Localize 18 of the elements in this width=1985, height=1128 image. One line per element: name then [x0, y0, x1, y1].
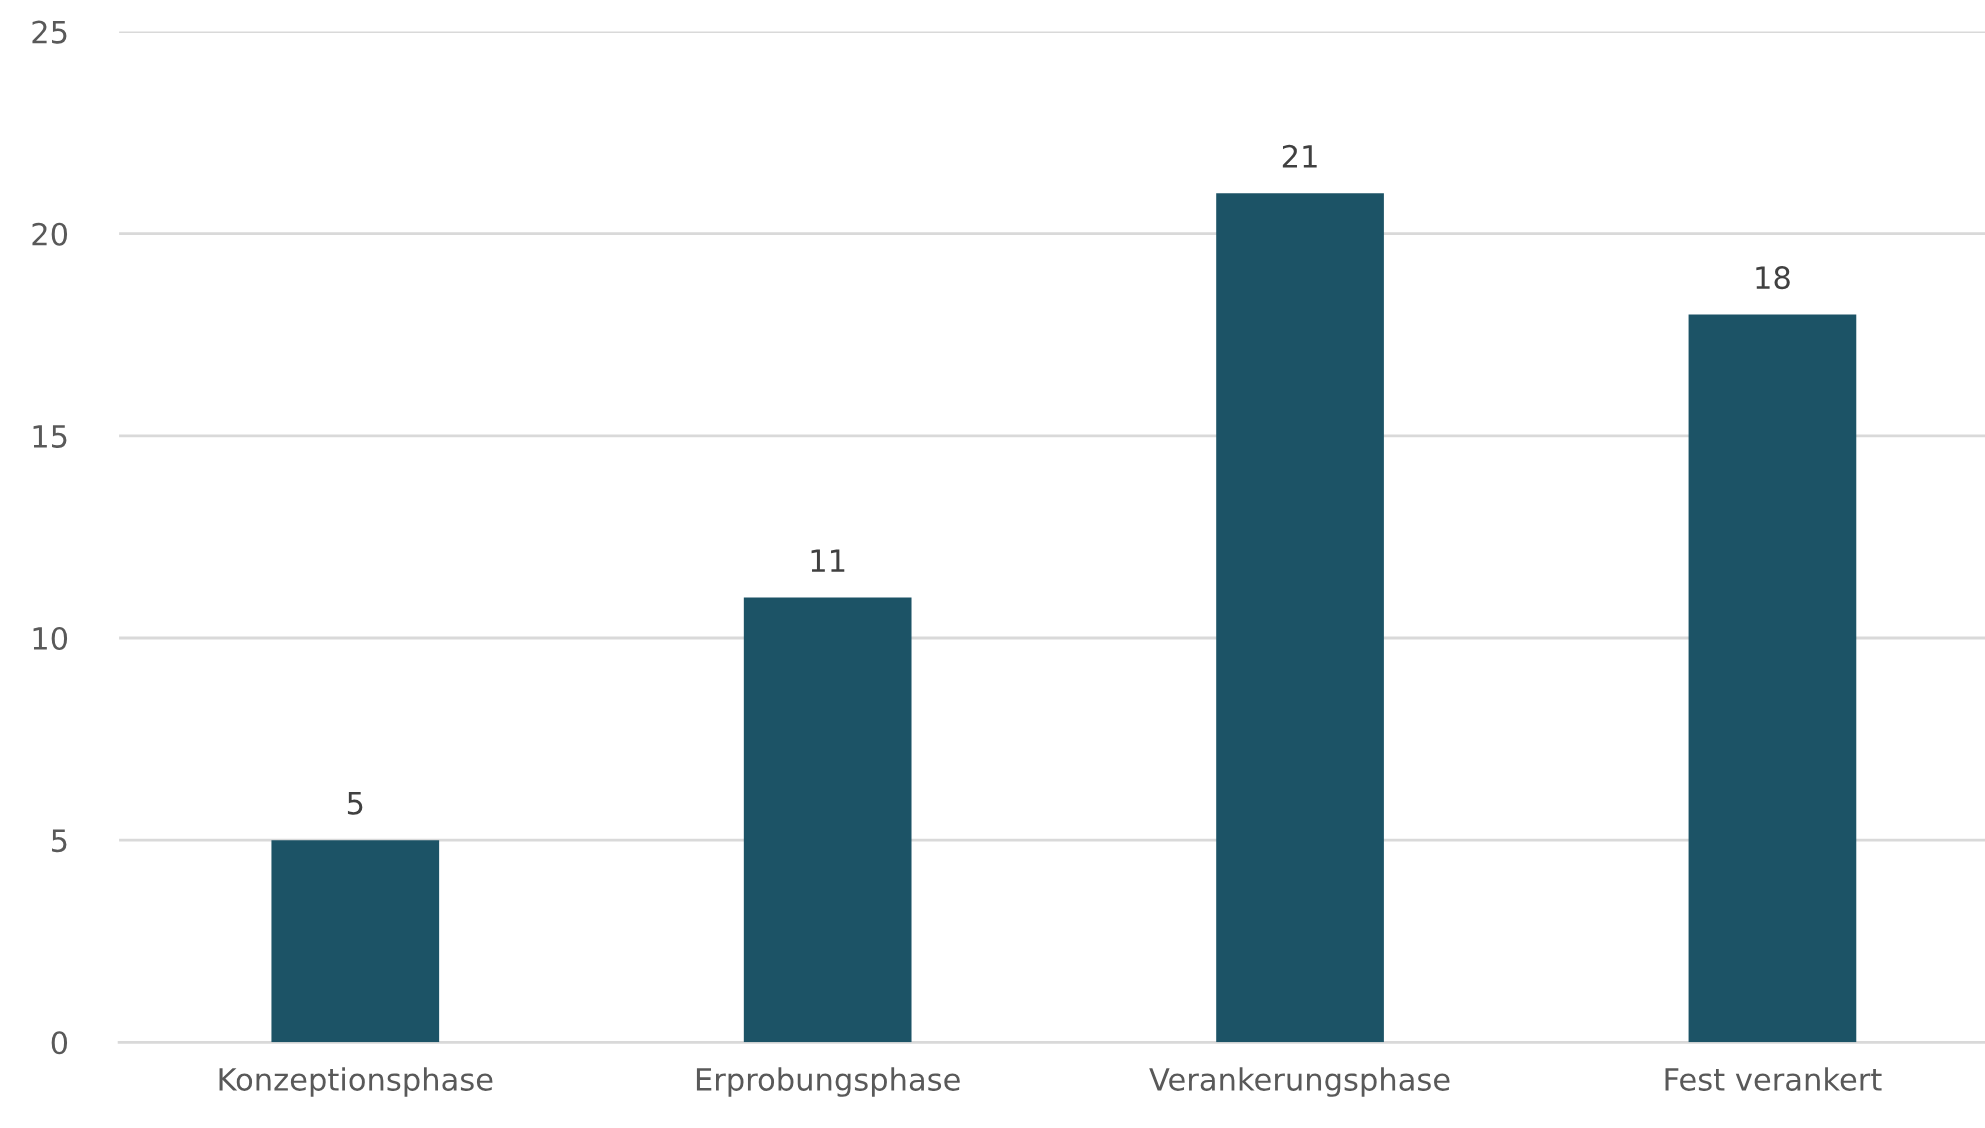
bar	[271, 840, 440, 1043]
x-tick-label: Erprobungsphase	[696, 1067, 960, 1097]
data-label: 11	[811, 549, 845, 572]
y-tick-label: 25	[32, 20, 67, 44]
y-tick-label: 20	[32, 222, 68, 246]
x-tick-label: Fest verankert	[1665, 1067, 1882, 1091]
data-label: 21	[1282, 144, 1317, 168]
bar	[1688, 314, 1857, 1043]
y-tick-label: 15	[33, 425, 67, 448]
x-tick-label: Konzeptionsphase	[219, 1067, 493, 1097]
x-tick-label: Verankerungsphase	[1149, 1067, 1450, 1097]
y-tick-label: 0	[51, 1031, 68, 1055]
y-tick-label: 10	[33, 626, 68, 651]
data-label: 5	[347, 792, 363, 815]
y-tick-label: 5	[52, 829, 67, 853]
bar	[743, 597, 912, 1043]
bar	[1216, 193, 1384, 1043]
data-label: 18	[1756, 266, 1790, 290]
